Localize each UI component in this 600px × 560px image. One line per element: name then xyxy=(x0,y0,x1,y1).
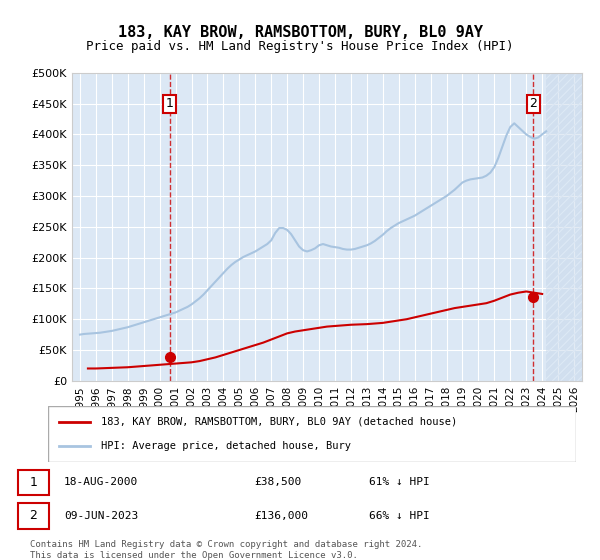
Text: 1: 1 xyxy=(29,476,37,489)
Text: 61% ↓ HPI: 61% ↓ HPI xyxy=(369,477,430,487)
FancyBboxPatch shape xyxy=(48,406,576,462)
Text: 66% ↓ HPI: 66% ↓ HPI xyxy=(369,511,430,521)
Text: 1: 1 xyxy=(166,97,173,110)
Text: 2: 2 xyxy=(29,510,37,522)
Text: Contains HM Land Registry data © Crown copyright and database right 2024.
This d: Contains HM Land Registry data © Crown c… xyxy=(30,540,422,560)
Text: Price paid vs. HM Land Registry's House Price Index (HPI): Price paid vs. HM Land Registry's House … xyxy=(86,40,514,53)
Text: 183, KAY BROW, RAMSBOTTOM, BURY, BL0 9AY: 183, KAY BROW, RAMSBOTTOM, BURY, BL0 9AY xyxy=(118,25,482,40)
Text: 18-AUG-2000: 18-AUG-2000 xyxy=(64,477,138,487)
FancyBboxPatch shape xyxy=(18,503,49,529)
Bar xyxy=(546,73,582,381)
Text: 2: 2 xyxy=(529,97,537,110)
Text: 183, KAY BROW, RAMSBOTTOM, BURY, BL0 9AY (detached house): 183, KAY BROW, RAMSBOTTOM, BURY, BL0 9AY… xyxy=(101,417,457,427)
Text: HPI: Average price, detached house, Bury: HPI: Average price, detached house, Bury xyxy=(101,441,351,451)
Bar xyxy=(546,73,582,381)
FancyBboxPatch shape xyxy=(18,469,49,495)
Text: £136,000: £136,000 xyxy=(254,511,308,521)
Text: 09-JUN-2023: 09-JUN-2023 xyxy=(64,511,138,521)
Text: £38,500: £38,500 xyxy=(254,477,301,487)
